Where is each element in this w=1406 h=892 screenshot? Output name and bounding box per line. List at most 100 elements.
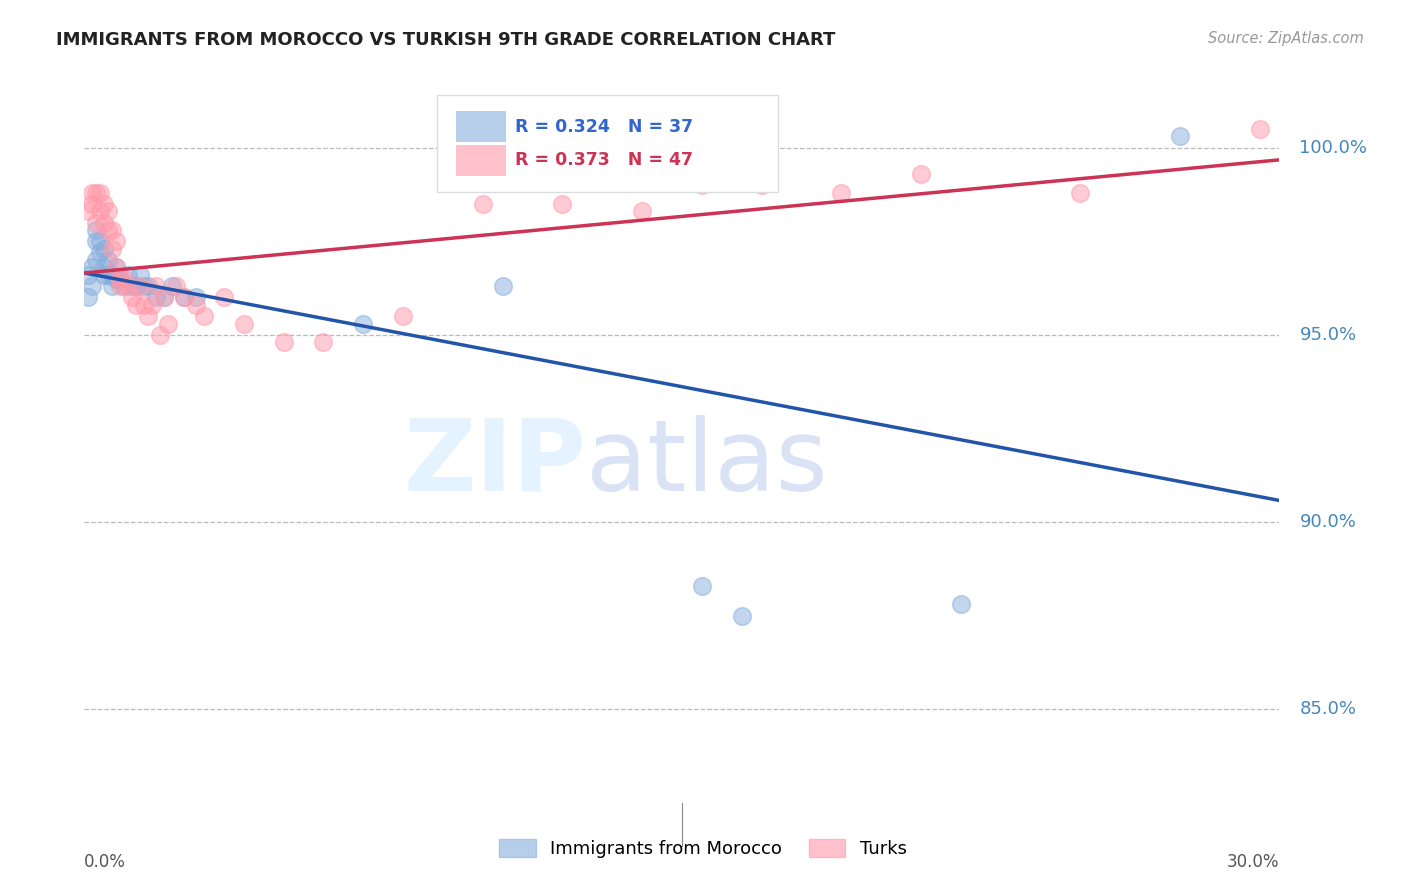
- Point: [136, 309, 159, 323]
- Point: [101, 223, 124, 237]
- Text: 95.0%: 95.0%: [1299, 326, 1357, 343]
- Point: [125, 298, 148, 312]
- Point: [82, 260, 104, 275]
- Point: [129, 279, 152, 293]
- Text: 0.0%: 0.0%: [84, 854, 127, 871]
- Point: [86, 223, 108, 237]
- Point: [273, 335, 295, 350]
- Point: [125, 279, 148, 293]
- Point: [86, 215, 108, 229]
- Point: [86, 252, 108, 267]
- Point: [93, 215, 115, 229]
- Point: [110, 271, 132, 285]
- Point: [93, 242, 115, 256]
- Point: [165, 279, 187, 293]
- Legend: Immigrants from Morocco, Turks: Immigrants from Morocco, Turks: [492, 831, 914, 865]
- Point: [89, 234, 111, 248]
- Point: [77, 268, 100, 282]
- Point: [82, 186, 104, 200]
- Text: 30.0%: 30.0%: [1227, 854, 1279, 871]
- Point: [471, 196, 494, 211]
- Point: [492, 279, 515, 293]
- Point: [690, 579, 713, 593]
- Point: [232, 317, 254, 331]
- FancyBboxPatch shape: [437, 95, 778, 193]
- Point: [149, 327, 172, 342]
- Point: [117, 268, 139, 282]
- Point: [157, 317, 180, 331]
- Point: [173, 290, 195, 304]
- Point: [77, 204, 100, 219]
- Point: [82, 279, 104, 293]
- Point: [93, 196, 115, 211]
- Point: [1069, 186, 1091, 200]
- Point: [117, 279, 139, 293]
- Point: [121, 279, 143, 293]
- Text: 85.0%: 85.0%: [1299, 700, 1357, 718]
- Point: [97, 223, 120, 237]
- Point: [153, 290, 176, 304]
- Point: [93, 268, 115, 282]
- Point: [132, 298, 156, 312]
- Point: [129, 268, 152, 282]
- Point: [731, 608, 754, 623]
- Point: [86, 186, 108, 200]
- Point: [690, 178, 713, 193]
- Point: [352, 317, 374, 331]
- Point: [184, 298, 207, 312]
- Point: [160, 279, 183, 293]
- Point: [82, 196, 104, 211]
- Point: [110, 279, 132, 293]
- Point: [173, 290, 195, 304]
- Point: [631, 204, 654, 219]
- Text: atlas: atlas: [586, 415, 828, 512]
- Point: [193, 309, 215, 323]
- Point: [830, 186, 852, 200]
- Point: [121, 290, 143, 304]
- Point: [89, 186, 111, 200]
- Point: [136, 279, 159, 293]
- Point: [101, 279, 124, 293]
- Text: Source: ZipAtlas.com: Source: ZipAtlas.com: [1208, 31, 1364, 46]
- Point: [105, 260, 128, 275]
- Point: [101, 268, 124, 282]
- Text: IMMIGRANTS FROM MOROCCO VS TURKISH 9TH GRADE CORRELATION CHART: IMMIGRANTS FROM MOROCCO VS TURKISH 9TH G…: [56, 31, 835, 49]
- Point: [153, 290, 176, 304]
- Point: [93, 260, 115, 275]
- Point: [112, 271, 135, 285]
- Point: [184, 290, 207, 304]
- Point: [312, 335, 335, 350]
- Point: [112, 279, 135, 293]
- Point: [751, 178, 773, 193]
- Point: [212, 290, 235, 304]
- Text: R = 0.324   N = 37: R = 0.324 N = 37: [515, 118, 693, 136]
- Point: [551, 196, 574, 211]
- Point: [97, 252, 120, 267]
- Point: [89, 245, 111, 260]
- FancyBboxPatch shape: [456, 112, 506, 142]
- Point: [145, 290, 167, 304]
- Point: [97, 204, 120, 219]
- Point: [89, 204, 111, 219]
- Text: ZIP: ZIP: [404, 415, 586, 512]
- Point: [141, 298, 163, 312]
- Point: [86, 234, 108, 248]
- Point: [910, 167, 932, 181]
- Point: [105, 234, 128, 248]
- Point: [1249, 122, 1271, 136]
- Point: [132, 279, 156, 293]
- Point: [1168, 129, 1191, 144]
- Point: [105, 260, 128, 275]
- Point: [145, 279, 167, 293]
- Point: [949, 598, 972, 612]
- Text: 90.0%: 90.0%: [1299, 513, 1357, 531]
- Point: [105, 271, 128, 285]
- Point: [392, 309, 415, 323]
- Point: [77, 290, 100, 304]
- Text: 100.0%: 100.0%: [1299, 138, 1368, 157]
- Point: [110, 271, 132, 285]
- Point: [101, 242, 124, 256]
- Point: [97, 268, 120, 282]
- FancyBboxPatch shape: [456, 145, 506, 176]
- Text: R = 0.373   N = 47: R = 0.373 N = 47: [515, 152, 693, 169]
